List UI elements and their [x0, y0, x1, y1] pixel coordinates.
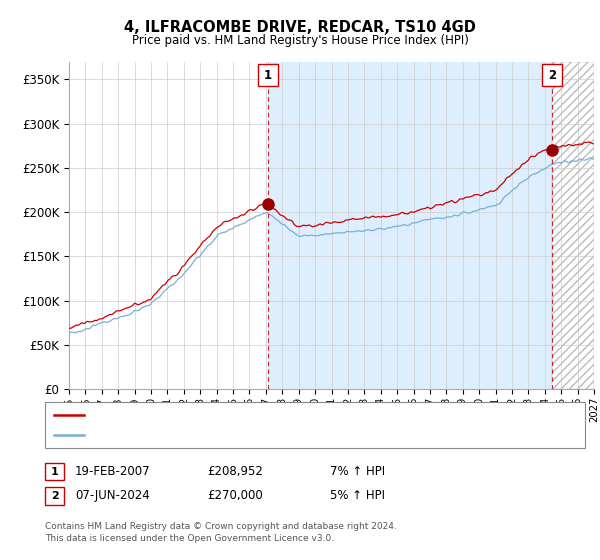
- Text: 2: 2: [548, 68, 556, 82]
- Bar: [552, 62, 594, 389]
- Text: Price paid vs. HM Land Registry's House Price Index (HPI): Price paid vs. HM Land Registry's House …: [131, 34, 469, 46]
- Text: 4, ILFRACOMBE DRIVE, REDCAR, TS10 4GD: 4, ILFRACOMBE DRIVE, REDCAR, TS10 4GD: [124, 20, 476, 35]
- Text: 2: 2: [51, 491, 58, 501]
- Text: £270,000: £270,000: [207, 489, 263, 502]
- Bar: [268, 62, 552, 389]
- Text: 19-FEB-2007: 19-FEB-2007: [75, 465, 151, 478]
- Text: 1: 1: [51, 466, 58, 477]
- Bar: [552, 62, 594, 389]
- Text: This data is licensed under the Open Government Licence v3.0.: This data is licensed under the Open Gov…: [45, 534, 334, 543]
- Text: 5% ↑ HPI: 5% ↑ HPI: [330, 489, 385, 502]
- Text: £208,952: £208,952: [207, 465, 263, 478]
- Text: HPI: Average price, detached house, Redcar and Cleveland: HPI: Average price, detached house, Redc…: [91, 430, 398, 440]
- Text: 4, ILFRACOMBE DRIVE, REDCAR, TS10 4GD (detached house): 4, ILFRACOMBE DRIVE, REDCAR, TS10 4GD (d…: [91, 410, 409, 420]
- Text: 07-JUN-2024: 07-JUN-2024: [75, 489, 150, 502]
- Text: 1: 1: [264, 68, 272, 82]
- Text: Contains HM Land Registry data © Crown copyright and database right 2024.: Contains HM Land Registry data © Crown c…: [45, 522, 397, 531]
- Text: 7% ↑ HPI: 7% ↑ HPI: [330, 465, 385, 478]
